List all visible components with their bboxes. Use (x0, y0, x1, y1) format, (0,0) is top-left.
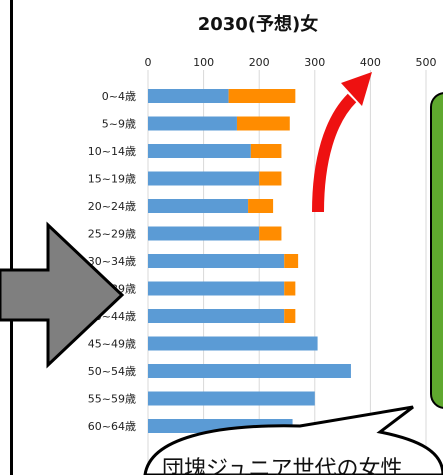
bar-blue-3 (148, 171, 260, 186)
bar-blue-9 (148, 336, 318, 351)
bar-blue-1 (148, 116, 237, 131)
x-tick-label: 0 (145, 56, 152, 69)
red-arrow-head (341, 72, 372, 106)
x-tick-labels: 0 100 200 300 400 500 (145, 56, 437, 69)
y-tick-labels: 0~4歳5~9歳10~14歳15~19歳20~24歳25~29歳30~34歳35… (88, 90, 136, 433)
x-tick-label: 100 (193, 56, 214, 69)
bar-blue-5 (148, 226, 260, 241)
bar-blue-4 (148, 199, 249, 213)
y-tick-label: 10~14歳 (88, 145, 136, 158)
y-tick-label: 15~19歳 (88, 173, 136, 186)
gray-block-arrow (0, 221, 125, 369)
y-tick-label: 20~24歳 (88, 200, 136, 213)
y-tick-label: 0~4歳 (102, 90, 136, 103)
bar-orange-3 (259, 171, 282, 186)
bar-orange-2 (250, 144, 282, 158)
bar-blue-7 (148, 281, 285, 296)
bar-orange-4 (248, 199, 274, 213)
bar-blue-8 (148, 309, 285, 323)
x-tick-label: 200 (249, 56, 270, 69)
y-tick-label: 25~29歳 (88, 228, 136, 241)
x-tick-label: 300 (304, 56, 325, 69)
y-tick-label: 55~59歳 (88, 393, 136, 406)
y-tick-label: 5~9歳 (102, 118, 136, 131)
x-tick-label: 500 (416, 56, 437, 69)
left-border (10, 0, 13, 475)
speech-callout (143, 405, 443, 475)
green-annotation-box (430, 92, 443, 409)
bar-blue-10 (148, 364, 351, 378)
bar-blue-0 (148, 89, 229, 103)
red-curved-arrow (312, 93, 357, 213)
bar-orange-7 (284, 281, 296, 296)
bar-orange-0 (228, 89, 296, 103)
bar-orange-6 (284, 254, 299, 268)
y-tick-label: 60~64歳 (88, 420, 136, 433)
x-tick-label: 400 (360, 56, 381, 69)
gridlines (147, 70, 427, 475)
y-tick-label: 50~54歳 (88, 365, 136, 378)
bar-blue-2 (148, 144, 251, 158)
chart-title: 2030(予想)女 (198, 13, 319, 35)
bar-orange-1 (236, 116, 290, 131)
y-tick-label: 45~49歳 (88, 338, 136, 351)
callout-text: 団塊ジュニア世代の女性 (162, 457, 402, 475)
bar-blue-11 (148, 391, 315, 406)
y-tick-label: 30~34歳 (88, 255, 136, 268)
bar-blue-6 (148, 254, 285, 268)
bar-orange-8 (284, 309, 296, 323)
bars (148, 89, 351, 433)
bar-orange-5 (259, 226, 282, 241)
